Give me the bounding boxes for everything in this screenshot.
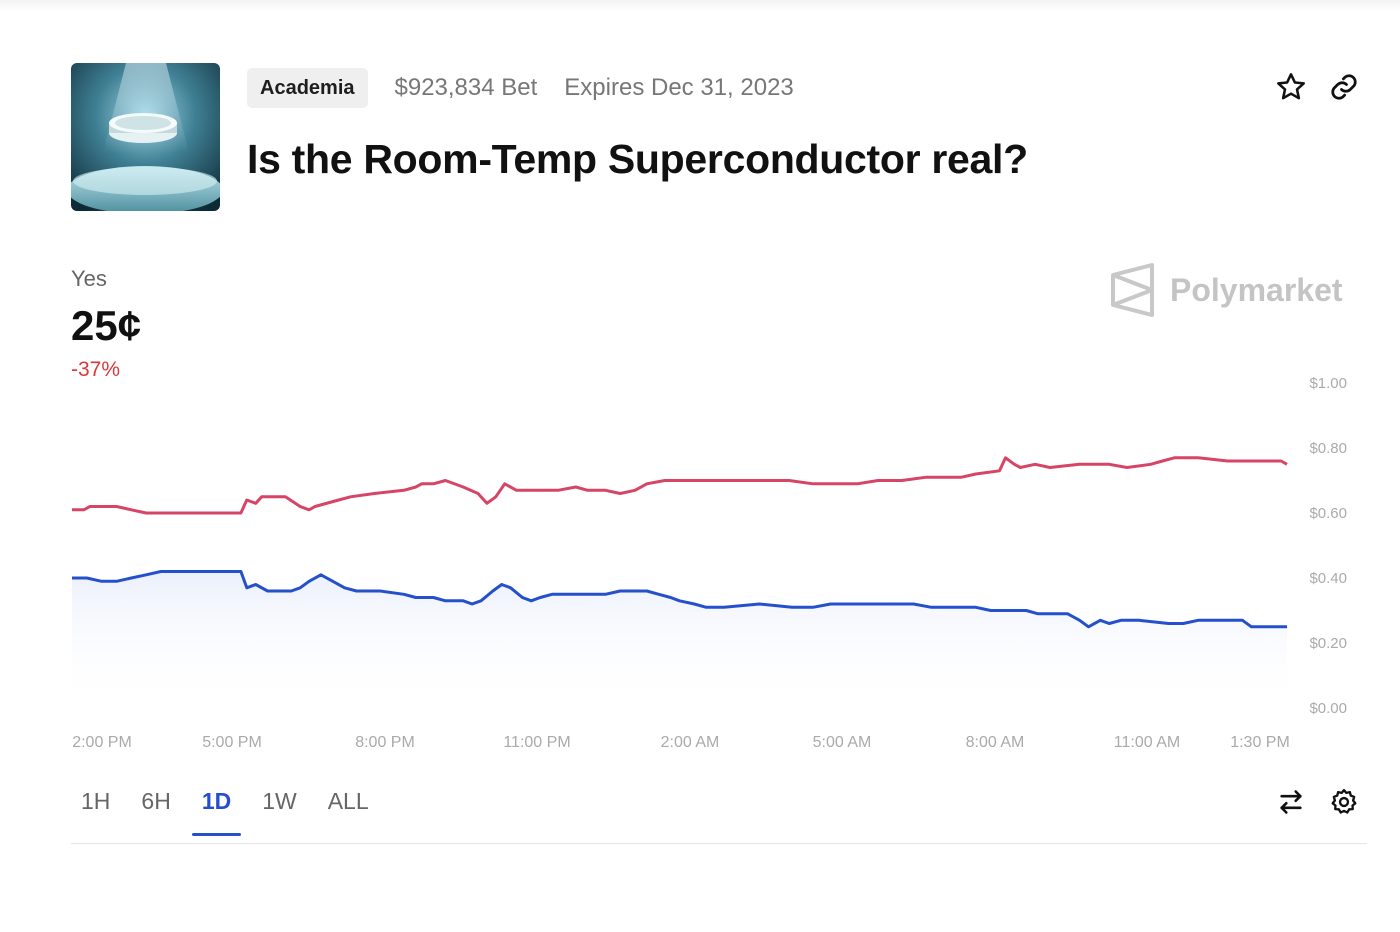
x-tick-label: 2:00 AM (661, 734, 720, 751)
top-bar (0, 0, 1400, 12)
y-tick-label: $0.60 (1309, 505, 1347, 522)
x-tick-label: 5:00 PM (202, 734, 262, 751)
expiry-date: Expires Dec 31, 2023 (564, 74, 794, 101)
x-tick-label: 8:00 AM (966, 734, 1025, 751)
star-icon[interactable] (1274, 70, 1308, 104)
category-badge[interactable]: Academia (247, 68, 368, 108)
time-range-tabs: 1H 6H 1D 1W ALL (71, 782, 390, 836)
link-icon[interactable] (1327, 70, 1361, 104)
series-area-1 (72, 571, 1287, 708)
series-line-1 (72, 570, 1287, 629)
swap-arrows-icon[interactable] (1274, 785, 1308, 819)
tab-1w[interactable]: 1W (262, 788, 297, 814)
market-meta: Academia $923,834 Bet Expires Dec 31, 20… (247, 68, 794, 108)
y-tick-label: $0.00 (1309, 700, 1347, 717)
divider (71, 843, 1367, 844)
outcome-label: Yes (71, 266, 107, 291)
price-change: -37% (71, 358, 121, 381)
tab-6h[interactable]: 6H (141, 788, 171, 814)
tab-all[interactable]: ALL (327, 788, 369, 814)
page-title: Is the Room-Temp Superconductor real? (247, 136, 1028, 182)
tab-1d[interactable]: 1D (191, 782, 242, 836)
y-tick-label: $0.20 (1309, 635, 1347, 652)
bet-volume: $923,834 Bet (394, 74, 538, 101)
y-tick-label: $0.40 (1309, 570, 1347, 587)
x-tick-label: 2:00 PM (72, 734, 132, 751)
price-chart[interactable]: $1.00 $0.80 $0.60 $0.40 $0.20 $0.00 2:00 PM 5:0… (0, 360, 1400, 760)
tab-1h[interactable]: 1H (81, 788, 111, 814)
polymarket-logo-icon (1111, 263, 1154, 317)
x-tick-label: 11:00 PM (503, 734, 570, 751)
gear-icon[interactable] (1327, 785, 1361, 819)
brand-watermark: Polymarket (1110, 263, 1343, 317)
series-line-0 (72, 456, 1288, 515)
x-tick-label: 1:30 PM (1230, 734, 1290, 751)
brand-name: Polymarket (1170, 271, 1343, 308)
y-tick-label: $1.00 (1309, 375, 1347, 392)
y-tick-label: $0.80 (1309, 440, 1347, 457)
x-tick-label: 11:00 AM (1114, 734, 1180, 751)
x-tick-label: 5:00 AM (813, 734, 872, 751)
x-tick-label: 8:00 PM (355, 734, 415, 751)
market-thumbnail (71, 63, 220, 211)
outcome-price: 25¢ (71, 302, 142, 349)
